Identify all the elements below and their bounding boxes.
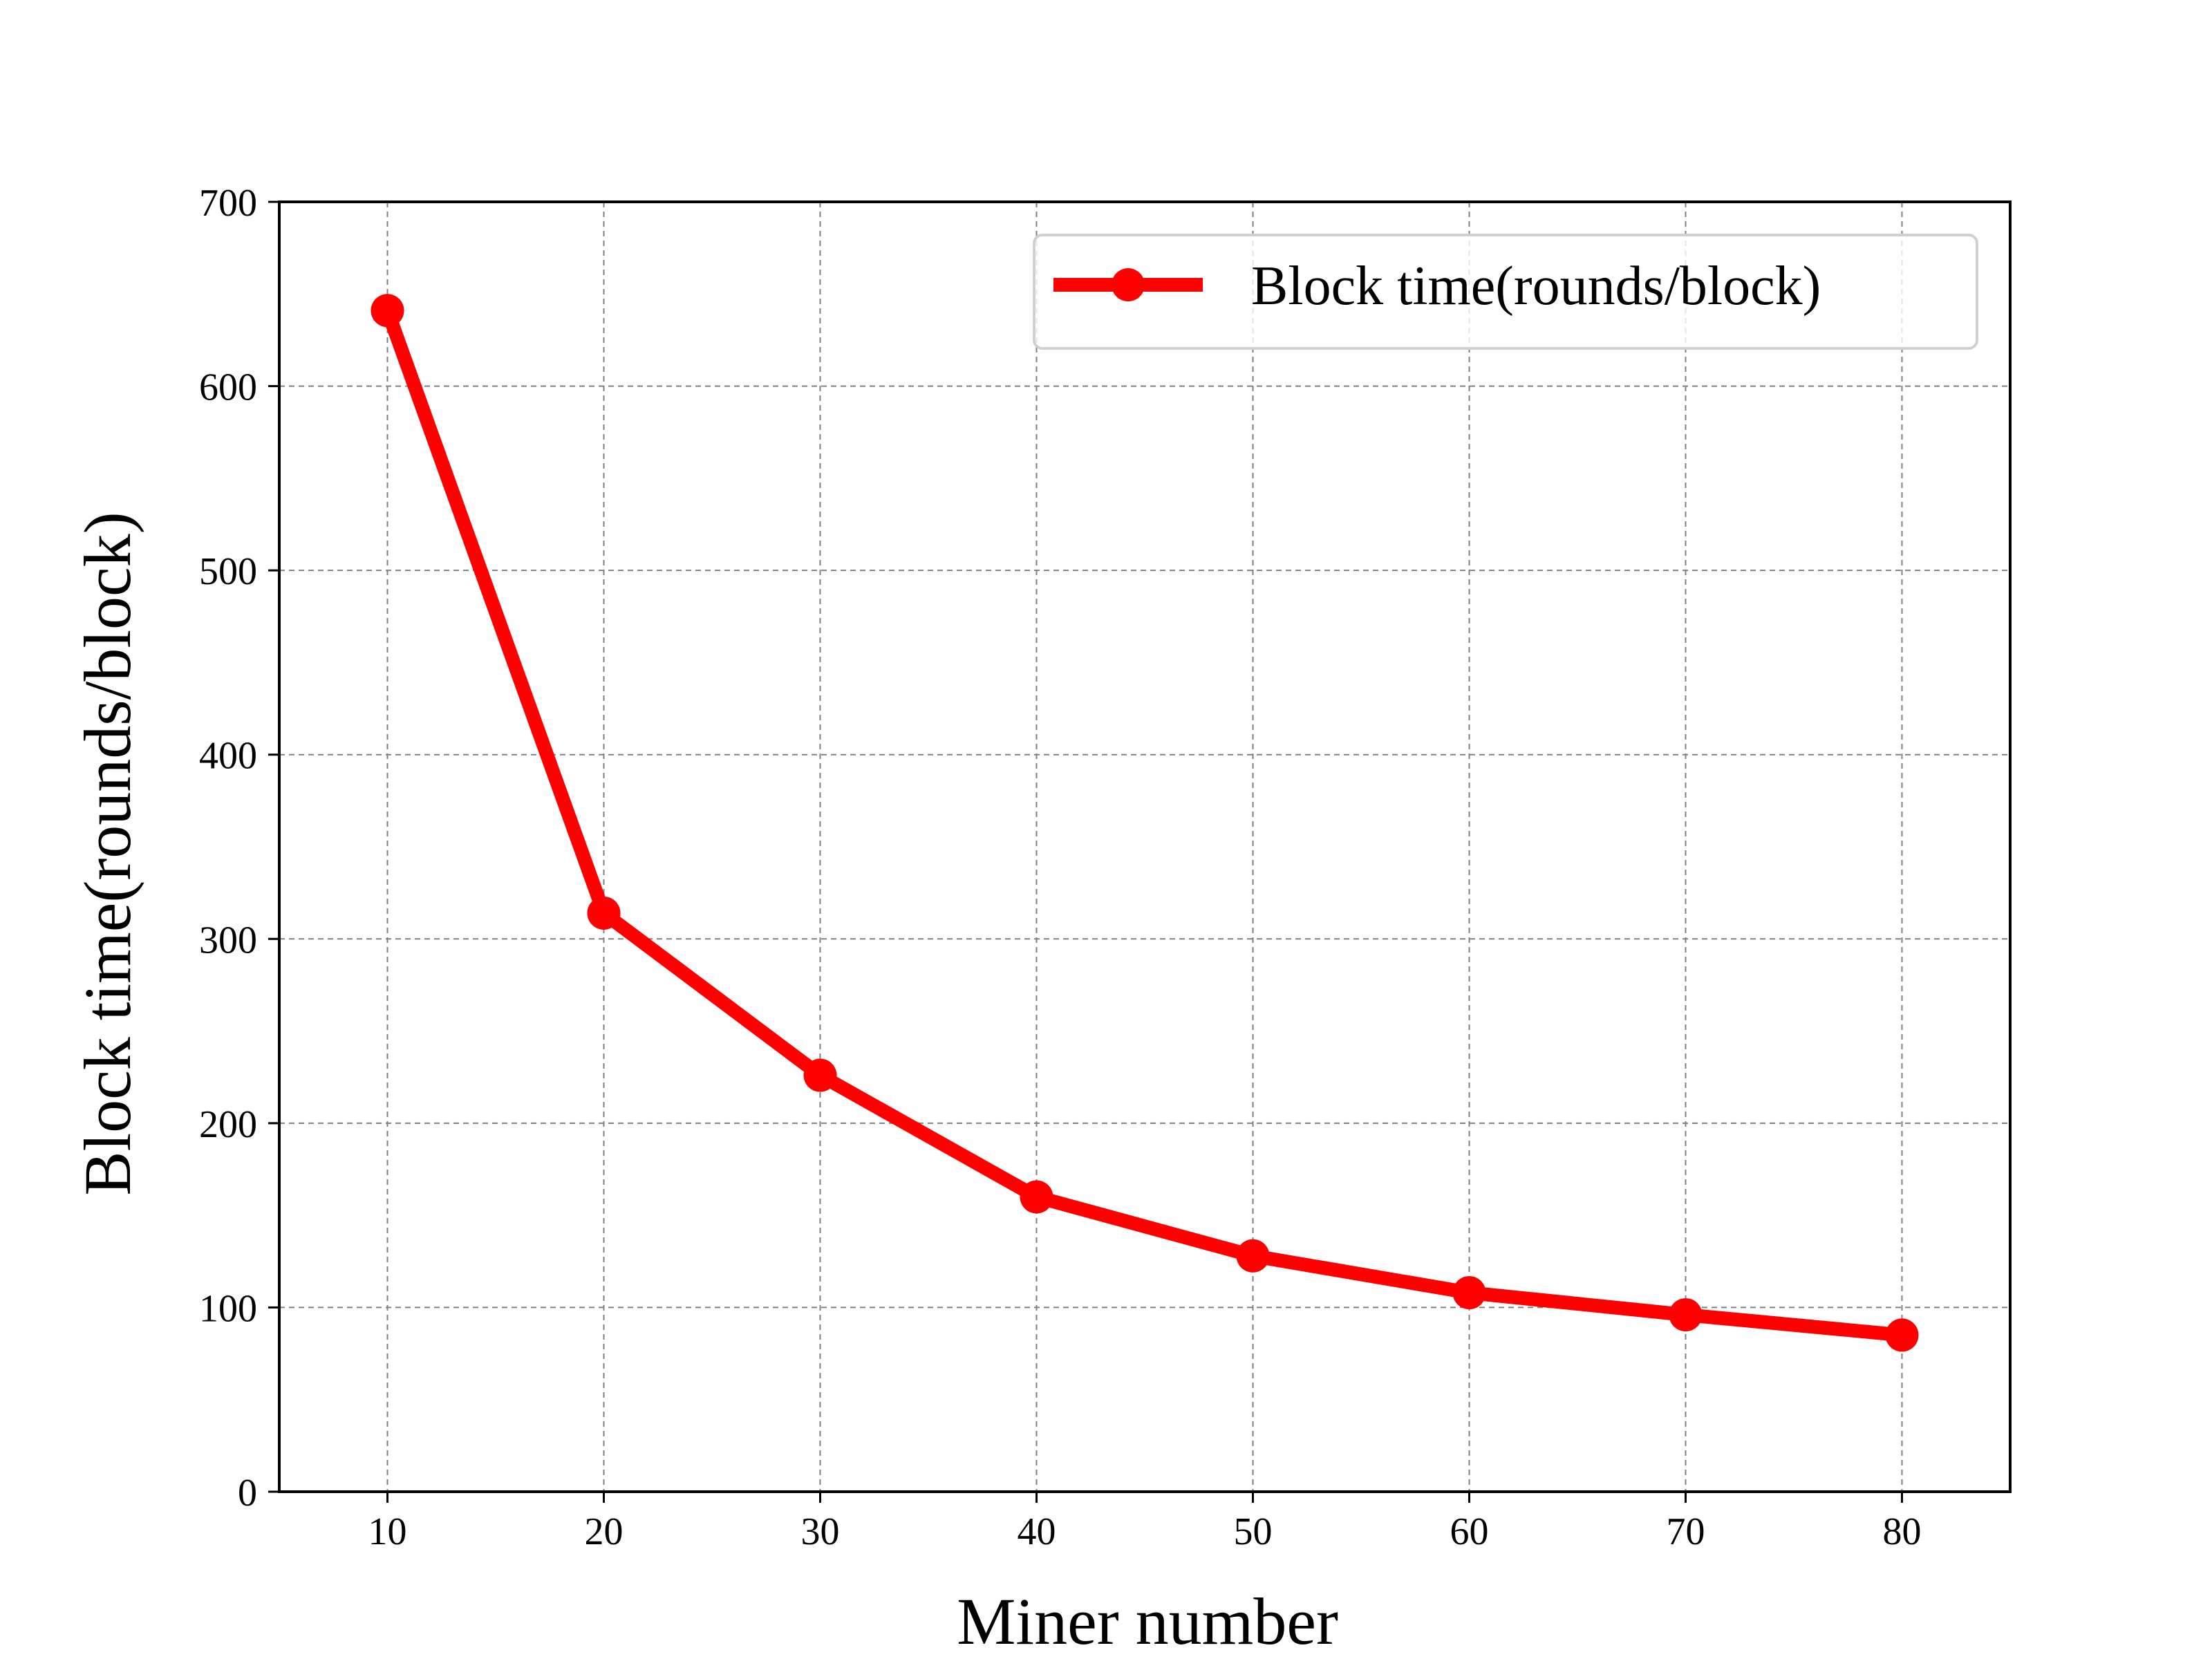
legend-box bbox=[1033, 234, 1978, 350]
data-point-0-50 bbox=[1236, 1239, 1270, 1273]
series-line-0 bbox=[380, 303, 1909, 1342]
y-tick-label-300: 300 bbox=[199, 919, 257, 962]
legend: Block time(rounds/block) bbox=[1033, 234, 1978, 350]
data-point-0-10 bbox=[371, 294, 404, 328]
series-layer bbox=[371, 294, 1919, 1352]
legend-marker-sample bbox=[1112, 268, 1145, 301]
data-point-0-30 bbox=[803, 1058, 837, 1092]
legend-label: Block time(rounds/block) bbox=[1251, 256, 1821, 317]
tick-marks: 10 20 30 40 50 60 70 80 0 100 200 300 400 500 600 700 bbox=[199, 182, 1922, 1553]
axes bbox=[278, 200, 2012, 1493]
y-tick-label-700: 700 bbox=[199, 182, 257, 225]
data-point-0-80 bbox=[1885, 1318, 1919, 1352]
data-point-0-60 bbox=[1452, 1276, 1486, 1310]
x-tick-label-20: 20 bbox=[585, 1510, 624, 1553]
data-point-0-20 bbox=[587, 896, 621, 930]
x-tick-label-40: 40 bbox=[1018, 1510, 1056, 1553]
x-tick-label-70: 70 bbox=[1667, 1510, 1705, 1553]
y-tick-label-100: 100 bbox=[199, 1287, 257, 1330]
x-tick-label-80: 80 bbox=[1883, 1510, 1922, 1553]
y-tick-label-0: 0 bbox=[238, 1472, 257, 1515]
y-tick-label-200: 200 bbox=[199, 1103, 257, 1146]
x-tick-label-10: 10 bbox=[368, 1510, 407, 1553]
y-axis-title: Block time(rounds/block) bbox=[71, 512, 144, 1195]
x-tick-label-30: 30 bbox=[801, 1510, 840, 1553]
data-point-0-70 bbox=[1669, 1298, 1703, 1332]
x-axis-title: Miner number bbox=[957, 1584, 1338, 1658]
plot-frame bbox=[278, 200, 2012, 1493]
x-tick-label-50: 50 bbox=[1234, 1510, 1273, 1553]
y-tick-label-600: 600 bbox=[199, 366, 257, 409]
y-tick-label-400: 400 bbox=[199, 735, 257, 778]
y-tick-label-500: 500 bbox=[199, 550, 257, 593]
x-tick-label-60: 60 bbox=[1450, 1510, 1489, 1553]
data-point-0-40 bbox=[1020, 1180, 1053, 1214]
grid-lines bbox=[279, 202, 2010, 1492]
